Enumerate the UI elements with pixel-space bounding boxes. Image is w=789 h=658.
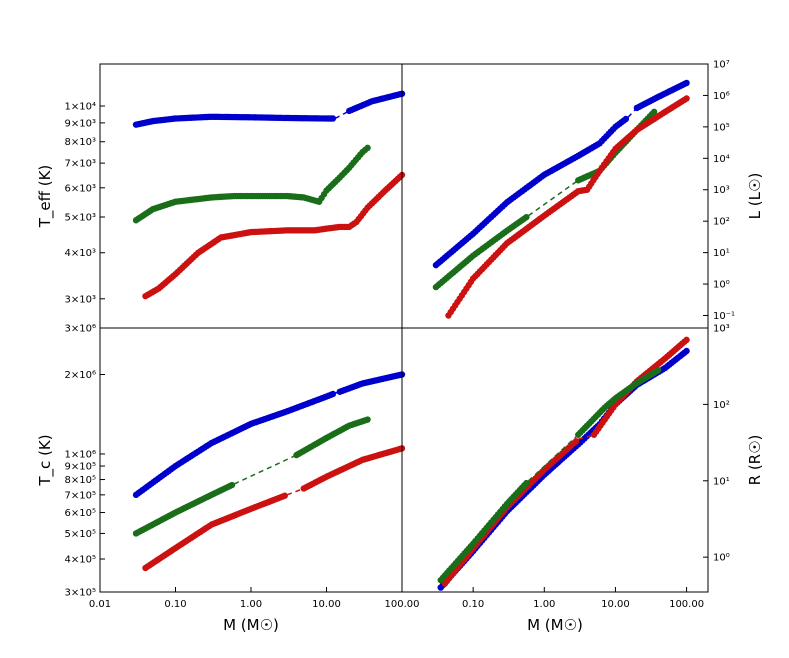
- dashed-connector: [286, 487, 305, 496]
- panel-radius: 10⁰ 10¹ 10² 10³ 0.10 1.00 10.00 100.00 R (R☉) M (…: [401, 324, 764, 634]
- x-tick-label: 100.00: [385, 599, 420, 610]
- data-point: [364, 416, 371, 423]
- dashed-connector: [233, 454, 297, 485]
- y-tick-label: 3×10³: [65, 294, 96, 305]
- data-point: [650, 108, 658, 116]
- x-axis-label: M (M☉): [223, 616, 279, 634]
- data-point: [622, 115, 630, 123]
- y-tick-label: 4×10³: [65, 248, 96, 259]
- dashed-connector: [528, 179, 579, 217]
- series-blue: [432, 79, 690, 269]
- data-point: [683, 95, 690, 102]
- x-tick-label: 10.00: [312, 599, 341, 610]
- y-tick-label: 10⁶: [713, 91, 730, 102]
- y-tick-label: 5×10⁵: [65, 529, 96, 540]
- data-point: [281, 492, 288, 499]
- series-green: [132, 144, 371, 224]
- x-tick-label: 0.10: [164, 599, 186, 610]
- y-tick-label: 10⁰: [713, 280, 730, 291]
- series-green: [432, 108, 658, 291]
- y-tick-label: 1×10⁶: [65, 449, 96, 460]
- y-tick-label: 8×10⁵: [65, 475, 96, 486]
- y-tick-label: 10³: [713, 324, 730, 335]
- y-tick-label: 10⁰: [713, 553, 730, 564]
- x-axis-label: M (M☉): [527, 616, 583, 634]
- y-tick-label: 10⁻¹: [713, 311, 735, 322]
- data-point: [523, 479, 530, 487]
- y-axis-label: T_eff (K): [36, 165, 55, 229]
- x-tick-label: 100.00: [669, 599, 704, 610]
- y-tick-label: 10³: [713, 185, 730, 196]
- x-tick-label: 0.10: [462, 599, 484, 610]
- series-red: [445, 95, 690, 319]
- series-green: [132, 416, 371, 537]
- y-tick-label: 9×10⁵: [65, 462, 96, 473]
- data-point: [683, 79, 690, 87]
- y-tick-label: 9×10³: [65, 118, 96, 129]
- data-point: [572, 438, 580, 445]
- y-tick-label: 10¹: [713, 476, 730, 487]
- series-blue: [132, 371, 406, 499]
- y-tick-label: 3×10⁶: [65, 324, 96, 335]
- data-point: [523, 213, 530, 221]
- data-point: [683, 336, 690, 344]
- y-tick-label: 4×10⁵: [65, 555, 96, 566]
- series-green: [437, 367, 662, 584]
- y-axis-label: R (R☉): [746, 435, 764, 486]
- y-tick-label: 10²: [713, 217, 730, 228]
- y-tick-label: 6×10⁵: [65, 508, 96, 519]
- x-tick-label: 1.00: [533, 599, 555, 610]
- x-tick-label: 0.01: [89, 599, 111, 610]
- y-tick-label: 10⁷: [713, 60, 730, 71]
- y-axis-label: L (L☉): [746, 173, 764, 220]
- y-tick-label: 2×10⁶: [65, 370, 96, 381]
- y-tick-label: 10²: [713, 400, 730, 411]
- axes-frame: [401, 327, 709, 593]
- y-tick-label: 10⁴: [713, 154, 730, 165]
- y-tick-label: 7×10³: [65, 159, 96, 170]
- x-tick-label: 1.00: [240, 599, 262, 610]
- data-point: [655, 367, 662, 374]
- panel-teff: 3×10³ 4×10³ 5×10³ 6×10³ 7×10³ 8×10³ 9×10³ 1×10⁴…: [36, 63, 406, 329]
- x-tick-label: 10.00: [601, 599, 630, 610]
- data-point: [329, 390, 337, 398]
- series-blue: [132, 90, 406, 128]
- y-tick-label: 8×10³: [65, 137, 96, 148]
- data-point: [329, 115, 337, 122]
- data-point: [364, 144, 371, 152]
- series-red: [142, 445, 406, 572]
- y-tick-label: 1×10⁴: [65, 102, 96, 113]
- axes-frame: [401, 63, 709, 329]
- y-tick-label: 3×10⁵: [65, 588, 96, 599]
- y-tick-label: 6×10³: [65, 183, 96, 194]
- y-tick-label: 10¹: [713, 248, 730, 259]
- data-point: [683, 347, 690, 355]
- panel-central-temperature: 3×10⁵ 4×10⁵ 5×10⁵ 6×10⁵ 7×10⁵ 8×10⁵ 9×10⁵ 1×10⁶…: [36, 324, 420, 635]
- y-tick-label: 10⁵: [713, 122, 730, 133]
- y-tick-label: 7×10⁵: [65, 490, 96, 501]
- dashed-connector: [527, 434, 579, 482]
- series-blue: [437, 347, 690, 591]
- series-red: [142, 171, 406, 300]
- y-axis-label: T_c (K): [36, 434, 55, 486]
- data-point: [228, 481, 236, 489]
- y-tick-label: 5×10³: [65, 213, 96, 224]
- panel-luminosity: 10⁻¹ 10⁰ 10¹ 10² 10³ 10⁴ 10⁵ 10⁶ 10⁷ L (L☉): [401, 60, 764, 329]
